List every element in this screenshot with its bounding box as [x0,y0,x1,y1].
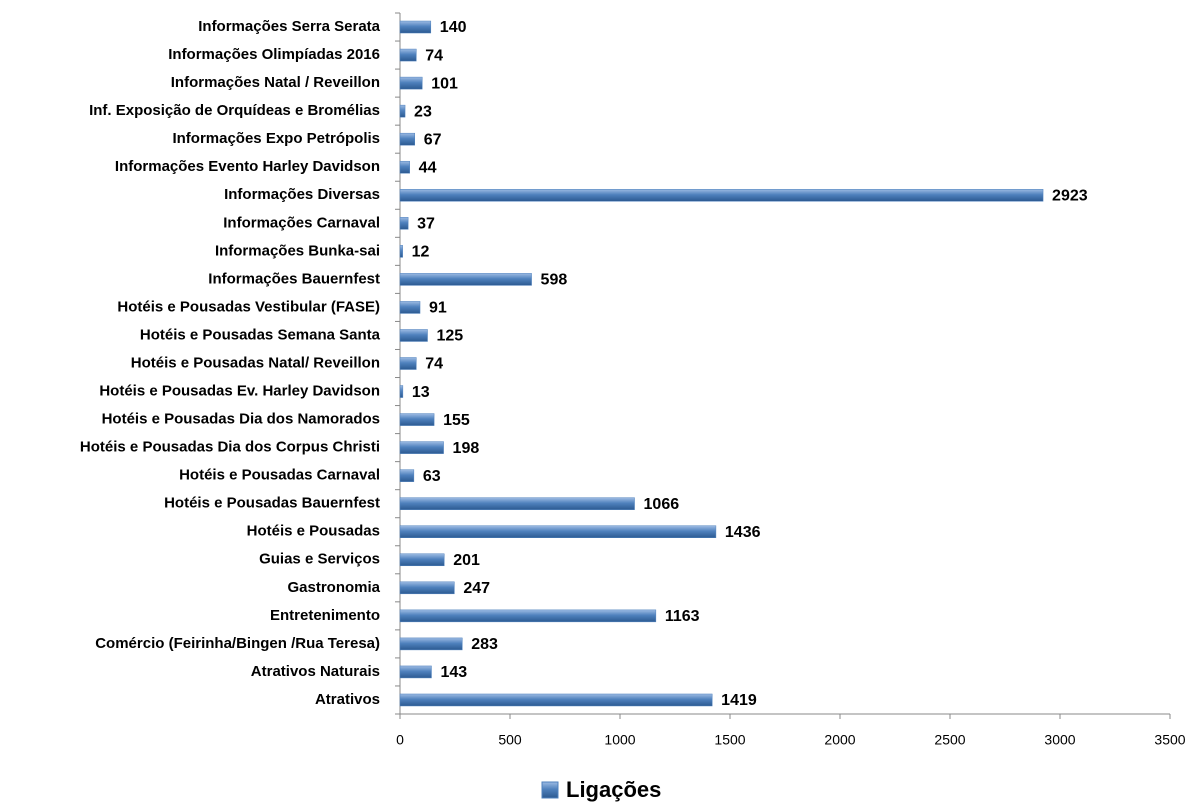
bar [399,76,423,90]
x-tick-label: 1000 [604,732,635,748]
value-label: 201 [453,552,480,569]
bar [399,329,428,342]
x-tick-label: 0 [396,732,404,748]
y-tick-label: Informações Olimpíadas 2016 [168,46,380,63]
value-label: 247 [463,580,490,597]
bar [399,637,463,651]
bar [399,553,445,567]
bar [399,693,713,707]
y-tick-label: Informações Bauernfest [208,270,380,287]
y-tick-label: Informações Bunka-sai [215,242,380,259]
value-label: 67 [424,131,442,148]
value-label: 2923 [1052,187,1088,204]
value-label: 37 [417,216,435,233]
x-tick-label: 2500 [934,732,965,748]
bar [399,385,404,398]
value-label: 74 [425,47,443,64]
y-tick-label: Hotéis e Pousadas Natal/ Reveillon [131,354,380,371]
bar [399,132,415,146]
bar [399,357,417,370]
bar [399,413,435,426]
y-tick-label: Informações Carnaval [223,214,380,231]
bar [399,665,432,679]
y-tick-label: Hotéis e Pousadas Bauernfest [164,495,380,512]
y-tick-label: Informações Expo Petrópolis [172,130,380,147]
y-tick-label: Guias e Serviços [259,551,380,568]
x-tick-label: 3000 [1044,732,1075,748]
y-tick-label: Comércio (Feirinha/Bingen /Rua Teresa) [95,635,380,652]
bar [399,497,635,510]
legend-swatch [541,781,559,799]
y-tick-label: Atrativos Naturais [251,663,380,680]
y-tick-label: Hotéis e Pousadas Dia dos Corpus Christi [80,439,380,456]
y-tick-label: Informações Serra Serata [198,18,380,35]
value-label: 125 [437,328,464,345]
value-label: 13 [412,384,430,401]
y-tick-label: Hotéis e Pousadas Carnaval [179,467,380,484]
value-label: 140 [440,19,467,36]
y-tick-label: Informações Evento Harley Davidson [115,158,380,175]
value-label: 1066 [644,496,680,513]
bar [399,301,421,314]
y-tick-label: Hotéis e Pousadas Semana Santa [140,326,381,343]
y-tick-label: Atrativos [315,691,380,708]
bar [399,273,532,286]
value-label: 198 [453,440,480,457]
y-tick-label: Hotéis e Pousadas Vestibular (FASE) [117,298,380,315]
y-tick-label: Gastronomia [287,579,380,596]
legend-label: Ligações [566,777,661,802]
bar [399,189,1044,202]
x-tick-label: 2000 [824,732,855,748]
x-tick-label: 1500 [714,732,745,748]
bar [399,104,406,118]
value-label: 283 [471,636,498,653]
bar [399,217,409,230]
y-tick-label: Informações Diversas [224,186,380,203]
value-label: 91 [429,300,447,317]
value-label: 12 [412,244,430,261]
y-tick-label: Informações Natal / Reveillon [171,74,380,91]
value-label: 101 [431,75,458,92]
y-tick-label: Hotéis e Pousadas [247,523,380,540]
bar [399,469,415,482]
bar [399,441,444,454]
bar [399,160,410,174]
y-tick-label: Hotéis e Pousadas Dia dos Namorados [102,411,380,428]
bar [399,20,432,34]
value-label: 598 [541,272,568,289]
x-tick-label: 3500 [1154,732,1185,748]
value-label: 1163 [665,608,700,625]
bar [399,525,717,538]
y-tick-label: Entretenimento [270,607,380,624]
bar [399,245,403,258]
value-label: 155 [443,412,470,429]
x-tick-label: 500 [498,732,522,748]
value-label: 63 [423,468,441,485]
value-label: 23 [414,103,432,120]
y-tick-label: Hotéis e Pousadas Ev. Harley Davidson [99,383,380,400]
bar [399,48,417,62]
bar [399,609,657,623]
bar [399,581,455,595]
value-label: 1436 [725,524,761,541]
value-label: 1419 [721,692,757,709]
value-label: 143 [440,664,467,681]
y-tick-label: Inf. Exposição de Orquídeas e Bromélias [89,102,380,119]
value-label: 74 [425,356,443,373]
value-label: 44 [419,159,437,176]
